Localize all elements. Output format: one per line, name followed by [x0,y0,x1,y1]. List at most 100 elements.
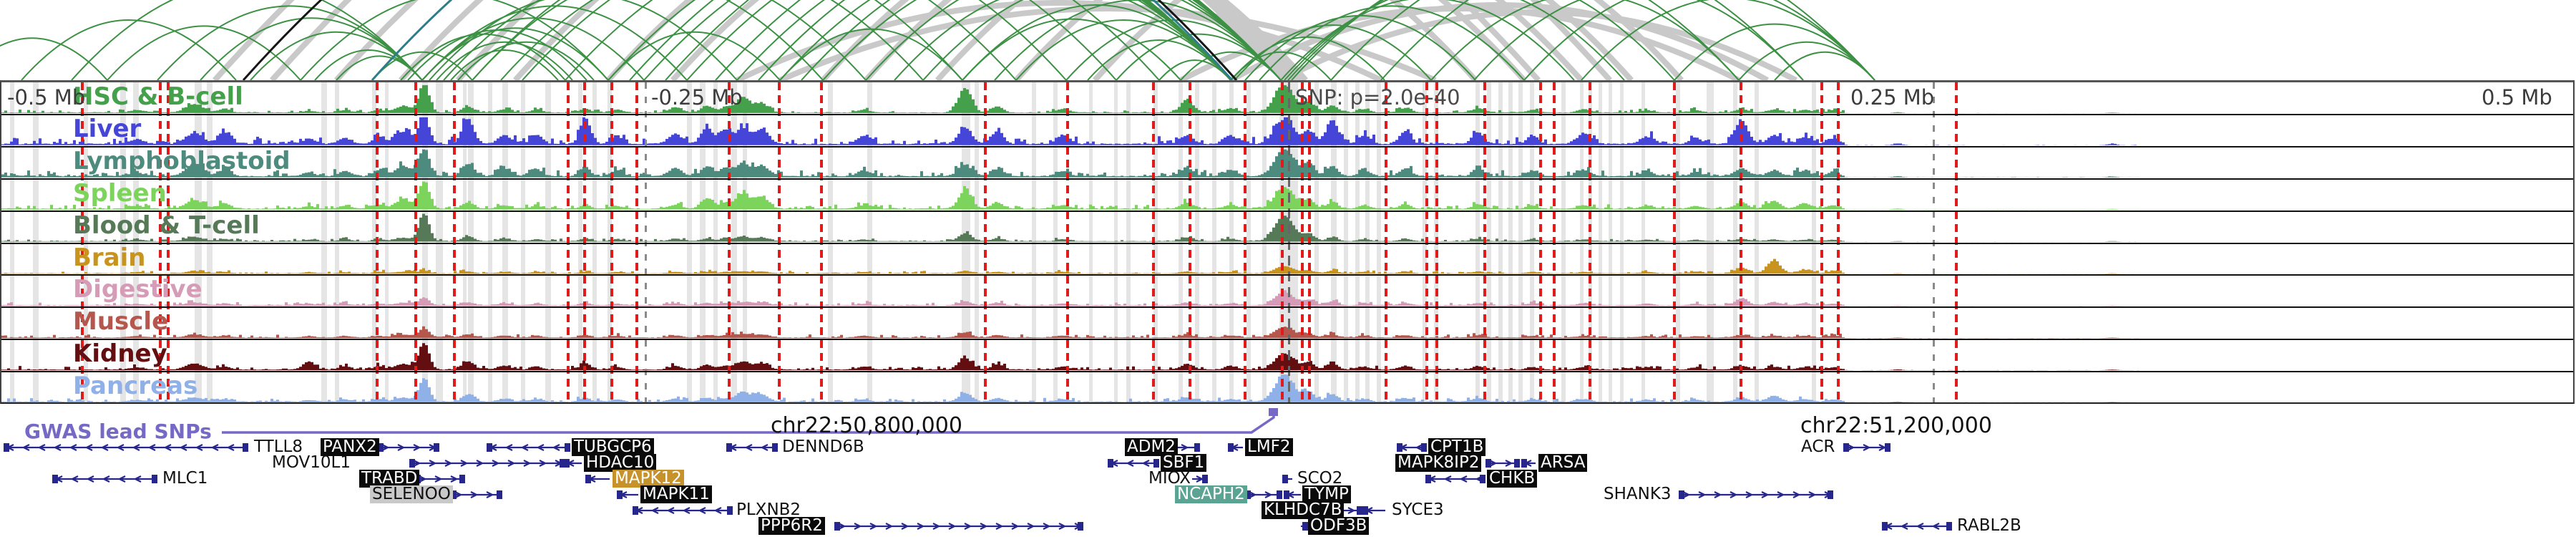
gene-model-chkb [1425,475,1484,483]
gene-exon [1843,443,1849,452]
interaction-arc-green [686,0,1231,80]
interaction-arc-green [157,5,423,80]
gene-label-mov10l1: MOV10L1 [272,453,351,472]
interaction-arc-green [1284,0,1625,80]
gene-model-ttll8 [4,444,247,451]
gene-exon [1153,459,1159,468]
gene-exon [1194,443,1200,452]
gene-label-plxnb2: PLXNB2 [736,500,801,519]
gene-exon [152,475,157,483]
interaction-arc-green [643,0,1160,80]
gene-label-sbf1: SBF1 [1161,454,1207,472]
gene-models-plot [4,408,1952,531]
interaction-arc-green [1180,51,1282,80]
gene-label-ncaph2: NCAPH2 [1175,485,1247,503]
gene-label-klhdc7b: KLHDC7B [1262,501,1345,519]
interaction-arcs-plot [0,0,1875,80]
gene-exon [1302,522,1308,531]
track-label-pancreas: Pancreas [73,372,198,401]
interaction-arc-green [1473,0,1804,80]
track-separator [1,210,2573,212]
gene-label-mapk11: MAPK11 [640,485,712,503]
track-separator [1,306,2573,309]
interaction-arc-green [779,0,1231,80]
interaction-arc-green [472,0,867,80]
track-separator [1,178,2573,180]
interaction-arc-green [1230,37,1385,80]
gene-label-odf3b: ODF3B [1308,517,1370,535]
gene-label-adm2: ADM2 [1125,438,1178,456]
interaction-arc-green [200,17,423,80]
gene-exon [585,475,591,483]
gene-exon [451,490,457,499]
gene-label-acr: ACR [1801,437,1835,456]
interaction-arc-green [1087,39,1231,80]
gene-label-syce3: SYCE3 [1392,500,1444,519]
gene-label-shank3: SHANK3 [1604,485,1672,503]
coordinate-label-right: chr22:51,200,000 [1800,413,1992,438]
gene-exon [1282,475,1288,483]
interaction-arc-green [250,31,423,80]
interaction-arc-gray [1279,9,1797,80]
interaction-arc-green [962,4,1231,80]
gene-exon [564,459,570,468]
interaction-arc-green [1280,0,1575,80]
gene-model-ppp6r2 [834,523,1083,530]
gene-label-ttll8: TTLL8 [254,437,303,456]
gene-track-panel: chr22:50,800,000 chr22:51,200,000 GWAS l… [0,404,2576,537]
gene-exon [633,506,638,515]
gene-exon [617,490,623,499]
gene-label-tymp: TYMP [1302,485,1351,503]
interaction-arc-gray [1229,2,1769,80]
gene-label-dennd6b: DENND6B [782,437,864,456]
gene-model-trabd [415,475,464,483]
gene-exon [1357,506,1362,515]
gene-exon [497,490,502,499]
track-label-muscle: Muscle [73,307,169,337]
gene-exon [487,443,492,452]
axis-tick-label-minus05: -0.5 Mb [7,85,86,110]
gene-model-tubgcp6 [487,444,569,451]
track-label-brain: Brain [73,243,146,272]
gene-model-dennd6b [726,444,776,451]
interaction-arc-green [71,0,423,80]
gene-exon [727,506,733,515]
gene-model-ncaph2 [1245,491,1281,498]
signal-tracks-panel: HSC & B-cell Liver Lymphoblastoid Spleen Blo… [0,80,2576,404]
interaction-arc-green [107,25,301,80]
gene-exon [52,475,58,483]
coordinate-label-left: chr22:50,800,000 [771,413,962,438]
gwas-lead-snps-label: GWAS lead SNPs [24,420,212,443]
gene-exon [459,475,465,483]
gene-exon [834,522,840,531]
gene-model-sbf1 [1108,460,1158,467]
gene-label-tubgcp6: TUBGCP6 [572,438,654,456]
gene-exon [1202,475,1208,483]
gene-label-selenoo: SELENOO [370,485,453,503]
axis-tick-label-plus05: 0.5 Mb [2482,85,2552,110]
gene-exon [1108,459,1113,468]
gene-model-selenoo [451,491,501,498]
gene-exon [772,443,778,452]
interaction-arc-green [1330,0,1804,80]
gene-exon [1425,475,1431,483]
gene-model-plxnb2 [633,507,731,514]
interaction-arc-green [1158,59,1231,80]
gene-exon [1397,443,1402,452]
gene-label-lmf2: LMF2 [1245,438,1293,456]
interaction-arc-green [822,0,1231,80]
gene-label-hdac10: HDAC10 [584,454,657,472]
track-separator [1,274,2573,276]
interaction-arc-green [300,0,609,80]
interaction-arc-green [472,0,963,80]
interaction-arc-green [565,0,1067,80]
gene-exon [4,443,9,452]
gwas-snp-marker [1269,408,1278,416]
gene-exon [1277,490,1282,499]
gene-label-sco2: SCO2 [1297,469,1343,488]
axis-tick-label-plus025: 0.25 Mb [1850,85,1935,110]
interaction-arc-green [865,0,1282,80]
gene-exon [1228,443,1234,452]
interaction-arc-green [1430,0,1740,80]
gene-label-trabd: TRABD [359,470,420,488]
